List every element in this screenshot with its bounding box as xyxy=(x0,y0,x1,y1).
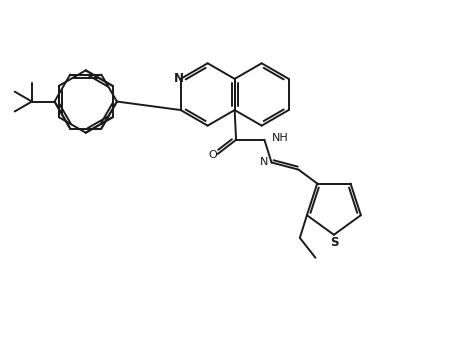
Text: NH: NH xyxy=(272,133,289,143)
Text: N: N xyxy=(260,157,268,167)
Text: O: O xyxy=(208,150,217,160)
Text: S: S xyxy=(329,236,338,249)
Text: N: N xyxy=(173,72,183,85)
